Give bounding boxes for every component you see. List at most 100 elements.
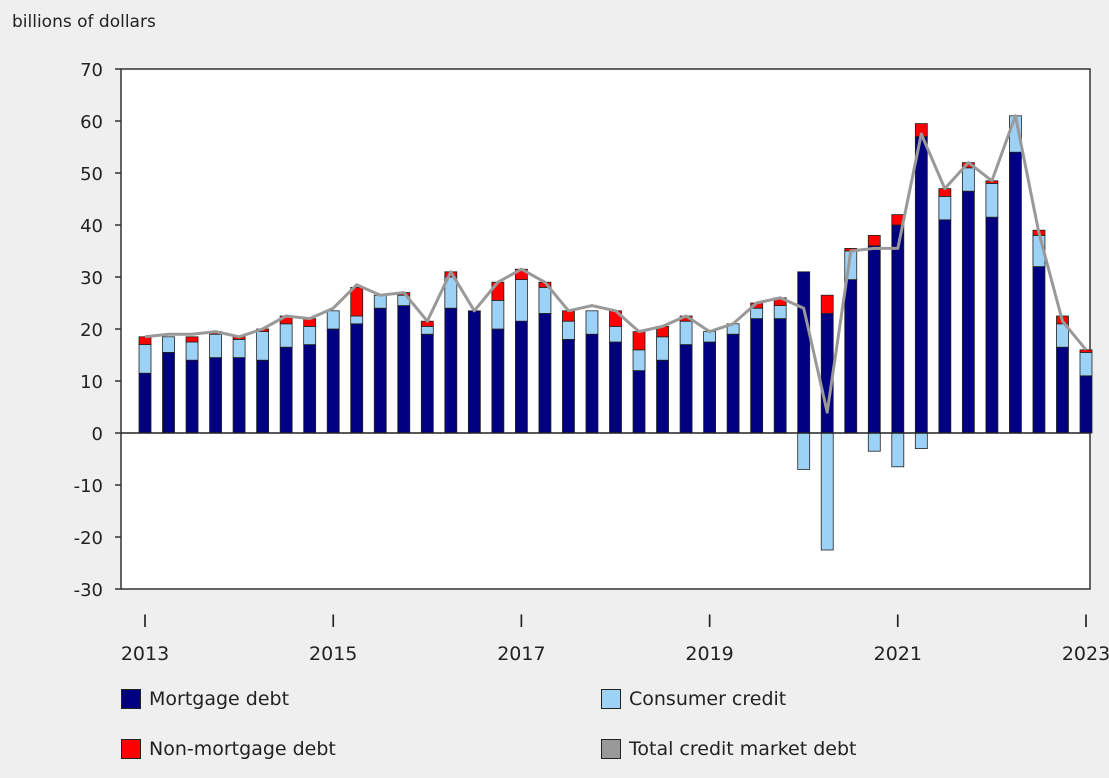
bar-consumer-credit-2018-Q2 [632,349,646,371]
bar-consumer-credit-2021-Q3 [938,195,952,221]
bar-mortgage-debt-2016-Q4 [491,328,505,434]
x-tick-quarter-label: I [519,612,524,632]
y-tick-label: -10 [74,476,103,497]
x-tick-year-label: 2019 [685,643,733,665]
bar-mortgage-debt-2015-Q1 [326,328,340,434]
bar-mortgage-debt-2014-Q2 [256,359,270,434]
y-tick-label: 70 [80,60,103,81]
bar-mortgage-debt-2019-Q3 [750,318,764,434]
bar-mortgage-debt-2017-Q2 [538,312,552,434]
bar-mortgage-debt-2015-Q3 [373,307,387,434]
bar-consumer-credit-2016-Q4 [491,299,505,330]
bar-consumer-credit-2017-Q1 [515,279,528,322]
bar-consumer-credit-2013-Q3 [185,341,199,361]
bar-consumer-credit-2019-Q4 [773,305,787,320]
legend-label-mortgage-debt: Mortgage debt [149,688,290,710]
bar-mortgage-debt-2022-Q4 [1056,346,1069,434]
x-tick-quarter-label: I [1083,612,1088,632]
y-axis-label: billions of dollars [12,12,156,32]
bar-consumer-credit-2018-Q4 [679,320,693,346]
bar-mortgage-debt-2018-Q4 [679,344,693,434]
bar-consumer-credit-2018-Q3 [656,336,669,361]
bar-non-mortgage-debt-2013-Q1 [138,336,152,345]
bar-consumer-credit-2015-Q3 [373,294,387,309]
x-tick-quarter-label: I [707,612,712,632]
bar-mortgage-debt-2022-Q3 [1032,266,1046,434]
bar-consumer-credit-2017-Q3 [562,320,575,340]
bar-mortgage-debt-2016-Q2 [444,307,458,434]
bar-non-mortgage-debt-2013-Q3 [185,336,199,343]
bar-consumer-credit-2015-Q2 [350,315,364,325]
bar-consumer-credit-2021-Q1 [891,432,905,468]
x-tick-quarter-label: I [331,612,336,632]
legend-mortgage-debt: Mortgage debt [121,688,289,710]
bar-mortgage-debt-2019-Q1 [703,341,716,434]
y-tick-label: 10 [80,372,103,393]
bar-consumer-credit-2017-Q4 [585,310,599,335]
bar-consumer-credit-2021-Q2 [914,432,928,449]
bar-consumer-credit-2014-Q3 [279,323,293,348]
legend-swatch-mortgage-debt [121,689,141,709]
bar-non-mortgage-debt-2020-Q2 [820,294,834,314]
x-tick-quarter-label: I [895,612,900,632]
bar-mortgage-debt-2018-Q3 [656,359,669,434]
y-tick-label: 30 [80,268,103,289]
legend-label-non-mortgage-debt: Non-mortgage debt [149,738,336,760]
bar-mortgage-debt-2014-Q1 [232,357,246,434]
x-tick-year-label: 2015 [309,643,357,665]
y-tick-label: 60 [80,112,103,133]
bar-mortgage-debt-2013-Q1 [138,372,152,434]
bar-non-mortgage-debt-2015-Q2 [350,286,364,317]
legend-label-consumer-credit: Consumer credit [629,688,787,710]
y-tick-label: 0 [92,424,103,445]
line-total-credit-market-debt [144,114,1088,414]
bar-mortgage-debt-2018-Q2 [632,370,646,434]
bar-mortgage-debt-2016-Q1 [420,333,434,434]
bar-consumer-credit-2023-Q1 [1079,351,1093,377]
bar-consumer-credit-2017-Q2 [538,286,552,314]
bar-consumer-credit-2013-Q4 [209,333,222,359]
y-tick-label: 20 [80,320,103,341]
bar-non-mortgage-debt-2020-Q4 [867,234,881,247]
bar-non-mortgage-debt-2017-Q3 [562,310,575,322]
bar-mortgage-debt-2018-Q1 [609,341,622,434]
bar-consumer-credit-2022-Q1 [985,182,999,218]
bar-mortgage-debt-2019-Q4 [773,318,787,434]
y-tick-label: 40 [80,216,103,237]
x-tick-year-label: 2021 [874,643,922,665]
bar-mortgage-debt-2017-Q4 [585,333,599,434]
bar-consumer-credit-2020-Q2 [820,432,834,551]
bar-consumer-credit-2015-Q1 [326,310,340,330]
bar-mortgage-debt-2015-Q4 [397,305,411,434]
y-tick-label: -30 [74,580,103,601]
x-tick-year-label: 2013 [121,643,169,665]
bar-consumer-credit-2014-Q1 [232,338,246,358]
bar-mortgage-debt-2019-Q2 [726,333,740,434]
bar-consumer-credit-2016-Q1 [420,325,434,335]
bar-mortgage-debt-2023-Q1 [1079,375,1093,434]
bar-mortgage-debt-2014-Q4 [303,344,317,434]
bar-consumer-credit-2013-Q1 [138,344,152,374]
bar-mortgage-debt-2021-Q3 [938,219,952,434]
bar-mortgage-debt-2015-Q2 [350,323,364,434]
y-tick-label: -20 [74,528,103,549]
bar-mortgage-debt-2020-Q4 [867,245,881,434]
bar-consumer-credit-2021-Q4 [961,167,975,192]
bar-consumer-credit-2020-Q1 [797,432,811,470]
bar-non-mortgage-debt-2018-Q2 [632,331,646,351]
legend-consumer-credit: Consumer credit [601,688,786,710]
bar-non-mortgage-debt-2023-Q1 [1079,349,1093,353]
bar-mortgage-debt-2013-Q4 [209,357,222,434]
x-tick-year-label: 2023 [1062,643,1109,665]
bar-mortgage-debt-2016-Q3 [467,310,481,434]
legend-label-total-credit-market-debt: Total credit market debt [629,738,857,760]
bar-mortgage-debt-2021-Q4 [961,190,975,434]
bar-consumer-credit-2019-Q3 [750,307,764,320]
x-tick-year-label: 2017 [497,643,545,665]
legend-swatch-non-mortgage-debt [121,739,141,759]
x-tick-quarter-label: I [142,612,147,632]
bar-mortgage-debt-2014-Q3 [279,346,293,434]
bar-consumer-credit-2014-Q2 [256,331,270,361]
bar-mortgage-debt-2020-Q1 [797,271,811,434]
